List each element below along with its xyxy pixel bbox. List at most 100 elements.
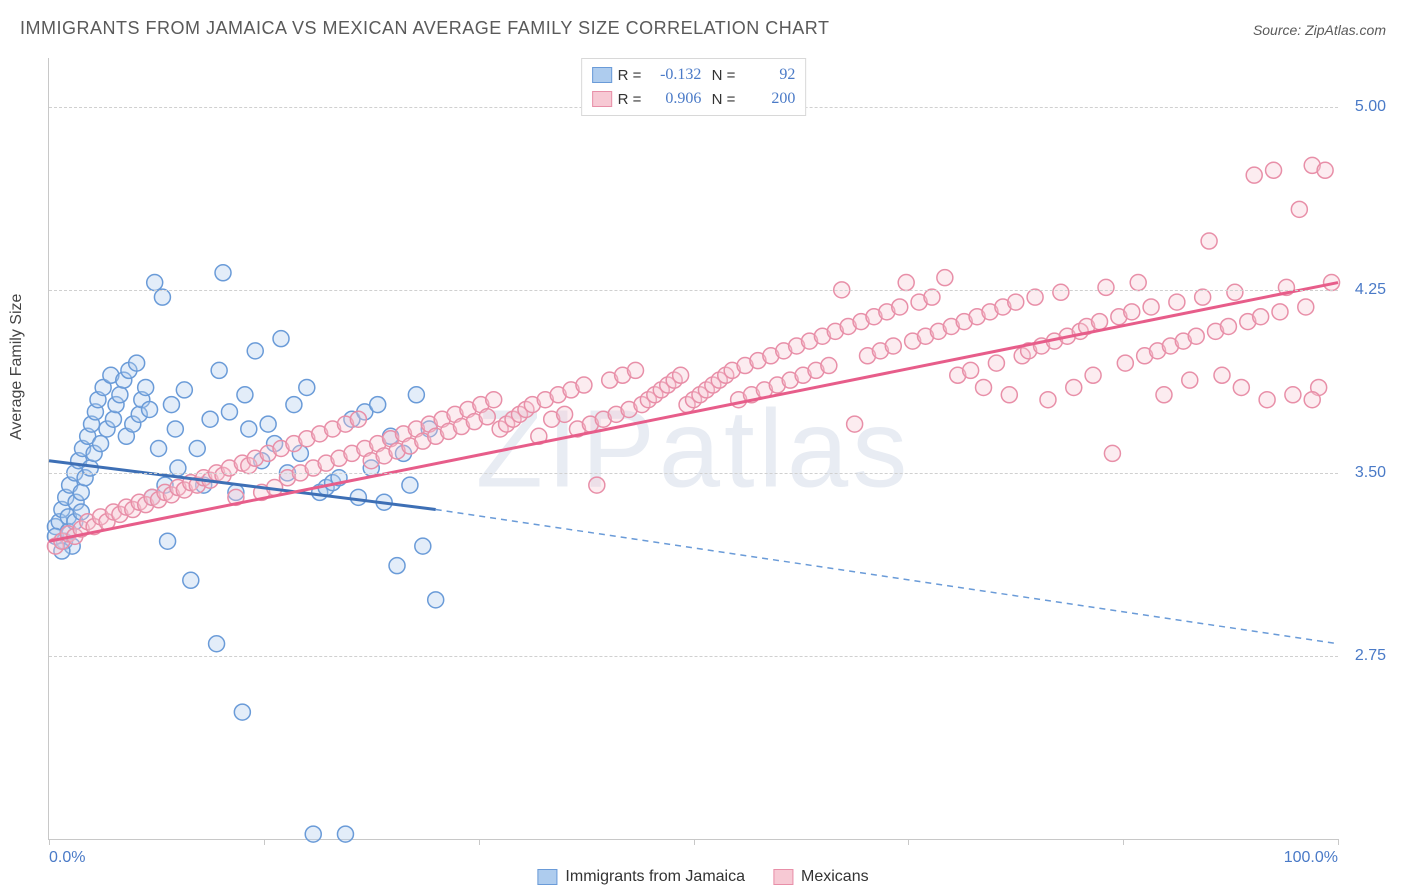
scatter-point <box>1027 289 1043 305</box>
n-label: N = <box>707 67 735 84</box>
swatch-jamaica-b <box>537 869 557 885</box>
x-tick <box>694 839 695 845</box>
y-tick-label: 5.00 <box>1355 98 1386 116</box>
x-tick <box>479 839 480 845</box>
legend-row-mexicans: R = 0.906 N = 200 <box>592 87 796 111</box>
scatter-point <box>589 477 605 493</box>
r-label: R = <box>618 67 642 84</box>
scatter-point <box>898 275 914 291</box>
scatter-point <box>1143 299 1159 315</box>
x-tick <box>49 839 50 845</box>
y-axis-label: Average Family Size <box>8 294 26 440</box>
scatter-point <box>247 343 263 359</box>
swatch-jamaica <box>592 67 612 83</box>
scatter-point <box>1233 379 1249 395</box>
scatter-point <box>189 441 205 457</box>
scatter-point <box>142 401 158 417</box>
scatter-point <box>1227 284 1243 300</box>
scatter-point <box>215 265 231 281</box>
gridline <box>49 290 1338 291</box>
gridline <box>49 656 1338 657</box>
scatter-point <box>1053 284 1069 300</box>
scatter-point <box>211 362 227 378</box>
r-value-mexicans: 0.906 <box>647 90 701 108</box>
scatter-point <box>1169 294 1185 310</box>
scatter-point <box>183 572 199 588</box>
source-label: Source: ZipAtlas.com <box>1253 22 1386 38</box>
scatter-point <box>241 421 257 437</box>
scatter-point <box>1130 275 1146 291</box>
x-tick-label: 100.0% <box>1284 849 1338 867</box>
scatter-point <box>1092 314 1108 330</box>
legend-label-mexicans: Mexicans <box>801 868 869 886</box>
scatter-point <box>1304 392 1320 408</box>
scatter-point <box>479 409 495 425</box>
scatter-point <box>221 404 237 420</box>
x-tick <box>908 839 909 845</box>
scatter-point <box>924 289 940 305</box>
scatter-point <box>350 411 366 427</box>
scatter-point <box>1201 233 1217 249</box>
scatter-point <box>1285 387 1301 403</box>
scatter-point <box>408 387 424 403</box>
scatter-point <box>234 704 250 720</box>
scatter-point <box>138 379 154 395</box>
scatter-point <box>976 379 992 395</box>
legend-row-jamaica: R = -0.132 N = 92 <box>592 63 796 87</box>
trend-line-dashed <box>436 510 1338 644</box>
scatter-point <box>486 392 502 408</box>
scatter-point <box>1188 328 1204 344</box>
scatter-point <box>147 275 163 291</box>
scatter-point <box>673 367 689 383</box>
scatter-point <box>1317 162 1333 178</box>
scatter-point <box>151 441 167 457</box>
scatter-point <box>1246 167 1262 183</box>
scatter-point <box>273 331 289 347</box>
scatter-point <box>1124 304 1140 320</box>
y-tick-label: 4.25 <box>1355 281 1386 299</box>
scatter-point <box>937 270 953 286</box>
scatter-point <box>350 489 366 505</box>
plot-area: ZIPatlas R = -0.132 N = 92 R = 0.906 N =… <box>48 58 1338 840</box>
scatter-point <box>1253 309 1269 325</box>
scatter-point <box>402 477 418 493</box>
x-tick <box>264 839 265 845</box>
scatter-point <box>1040 392 1056 408</box>
y-tick-label: 3.50 <box>1355 464 1386 482</box>
chart-title: IMMIGRANTS FROM JAMAICA VS MEXICAN AVERA… <box>20 18 829 39</box>
scatter-point <box>821 358 837 374</box>
y-tick-label: 2.75 <box>1355 647 1386 665</box>
legend-item-mexicans: Mexicans <box>773 868 869 886</box>
scatter-point <box>1066 379 1082 395</box>
scatter-point <box>1001 387 1017 403</box>
scatter-point <box>1104 445 1120 461</box>
x-tick-label: 0.0% <box>49 849 85 867</box>
scatter-point <box>892 299 908 315</box>
scatter-point <box>1117 355 1133 371</box>
scatter-point <box>1008 294 1024 310</box>
scatter-point <box>1259 392 1275 408</box>
scatter-point <box>73 484 89 500</box>
n-value-mexicans: 200 <box>741 90 795 108</box>
gridline <box>49 473 1338 474</box>
chart-svg <box>49 58 1338 839</box>
scatter-point <box>105 411 121 427</box>
scatter-point <box>299 379 315 395</box>
swatch-mexicans-b <box>773 869 793 885</box>
scatter-point <box>963 362 979 378</box>
n-label: N = <box>707 91 735 108</box>
swatch-mexicans <box>592 91 612 107</box>
scatter-point <box>337 826 353 842</box>
scatter-point <box>286 397 302 413</box>
scatter-point <box>1214 367 1230 383</box>
scatter-point <box>885 338 901 354</box>
scatter-point <box>163 397 179 413</box>
scatter-point <box>260 416 276 432</box>
trend-line-solid <box>49 283 1338 542</box>
scatter-point <box>370 397 386 413</box>
scatter-point <box>209 636 225 652</box>
scatter-point <box>237 387 253 403</box>
scatter-point <box>129 355 145 371</box>
scatter-point <box>154 289 170 305</box>
scatter-point <box>93 436 109 452</box>
